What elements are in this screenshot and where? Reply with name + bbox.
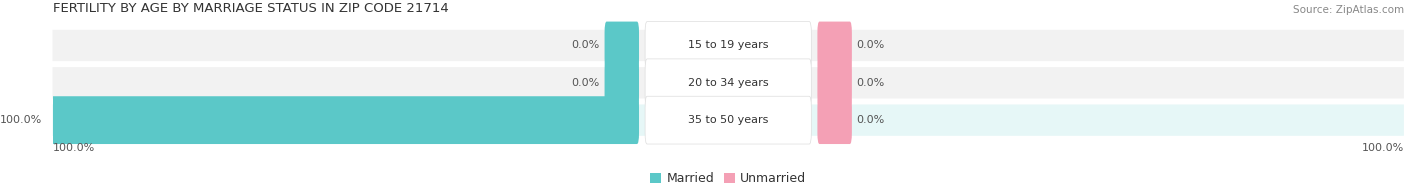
Text: 35 to 50 years: 35 to 50 years [688, 115, 769, 125]
FancyBboxPatch shape [645, 96, 811, 144]
Text: 0.0%: 0.0% [856, 40, 884, 50]
FancyBboxPatch shape [817, 22, 852, 69]
Text: 0.0%: 0.0% [572, 40, 600, 50]
FancyBboxPatch shape [52, 30, 1405, 61]
Text: 100.0%: 100.0% [52, 143, 94, 153]
Text: 15 to 19 years: 15 to 19 years [688, 40, 769, 50]
FancyBboxPatch shape [817, 59, 852, 107]
Text: 100.0%: 100.0% [1361, 143, 1405, 153]
Legend: Married, Unmarried: Married, Unmarried [645, 167, 811, 191]
FancyBboxPatch shape [46, 96, 638, 144]
Text: 0.0%: 0.0% [856, 78, 884, 88]
Text: FERTILITY BY AGE BY MARRIAGE STATUS IN ZIP CODE 21714: FERTILITY BY AGE BY MARRIAGE STATUS IN Z… [52, 2, 449, 15]
Text: 0.0%: 0.0% [572, 78, 600, 88]
FancyBboxPatch shape [52, 67, 1405, 98]
FancyBboxPatch shape [645, 59, 811, 107]
FancyBboxPatch shape [52, 104, 1405, 136]
FancyBboxPatch shape [645, 22, 811, 69]
Text: 20 to 34 years: 20 to 34 years [688, 78, 769, 88]
FancyBboxPatch shape [817, 96, 852, 144]
Text: 100.0%: 100.0% [0, 115, 42, 125]
Text: Source: ZipAtlas.com: Source: ZipAtlas.com [1292, 5, 1405, 15]
FancyBboxPatch shape [605, 22, 638, 69]
FancyBboxPatch shape [605, 59, 638, 107]
Text: 0.0%: 0.0% [856, 115, 884, 125]
